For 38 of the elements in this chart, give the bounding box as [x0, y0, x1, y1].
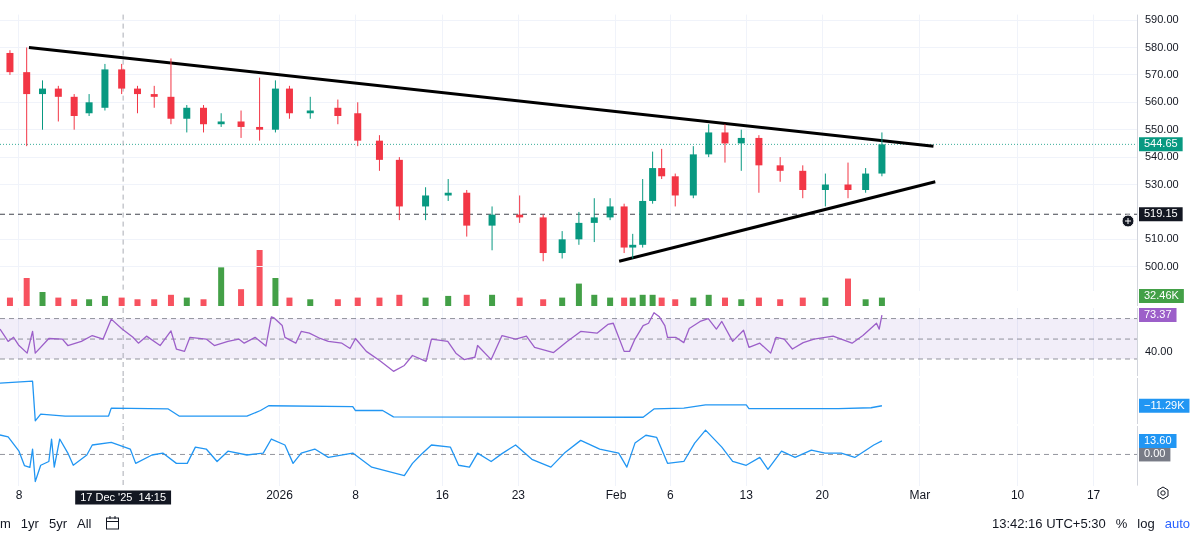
y-tick-label: 510.00: [1145, 232, 1179, 245]
text: log: [1137, 515, 1155, 531]
y-tick-label: 540.00: [1145, 150, 1179, 163]
ref-line-label: 0.00: [1144, 447, 1166, 460]
y-tick-label: 590.00: [1145, 13, 1179, 26]
text: 32.46K: [1144, 289, 1180, 302]
text: auto: [1164, 515, 1190, 531]
text: 1yr: [20, 515, 39, 531]
x-tick-label: 20: [815, 488, 830, 503]
y-tick-label: 530.00: [1145, 177, 1179, 190]
x-tick-label: 10: [1010, 488, 1025, 503]
x-tick-label: 6: [666, 488, 674, 503]
x-tick-label: 13: [739, 488, 754, 503]
text: 73.37: [1144, 308, 1172, 321]
text: 13.60: [1144, 433, 1172, 446]
text: All: [76, 515, 92, 531]
x-tick-label: 16: [435, 488, 450, 503]
y-tick-label: 570.00: [1145, 67, 1179, 80]
y-tick-label: 550.00: [1145, 122, 1179, 135]
y-tick-label: 580.00: [1145, 40, 1179, 53]
text: 40.00: [1145, 344, 1173, 357]
ref-line-label: 519.15: [1144, 207, 1178, 220]
x-tick-label: Mar: [909, 488, 931, 503]
ref-line-label: 544.65: [1144, 137, 1178, 150]
x-tick-label: 17: [1086, 488, 1101, 503]
ref-line-label: 17 Dec '25 14:15: [80, 490, 167, 503]
x-tick-label: Feb: [605, 488, 627, 503]
x-tick-label: 23: [511, 488, 526, 503]
x-tick-label: 2026: [266, 488, 294, 503]
y-tick-label: 500.00: [1145, 259, 1179, 272]
x-tick-label: 8: [352, 488, 360, 503]
y-tick-label: 560.00: [1145, 95, 1179, 108]
text: 5yr: [48, 515, 67, 531]
text: %: [1115, 515, 1128, 531]
x-tick-label: 8: [15, 488, 23, 503]
text: −11.29K: [1144, 398, 1186, 411]
text: 13:42:16 UTC+5:30: [991, 515, 1106, 531]
text: m: [0, 515, 11, 531]
